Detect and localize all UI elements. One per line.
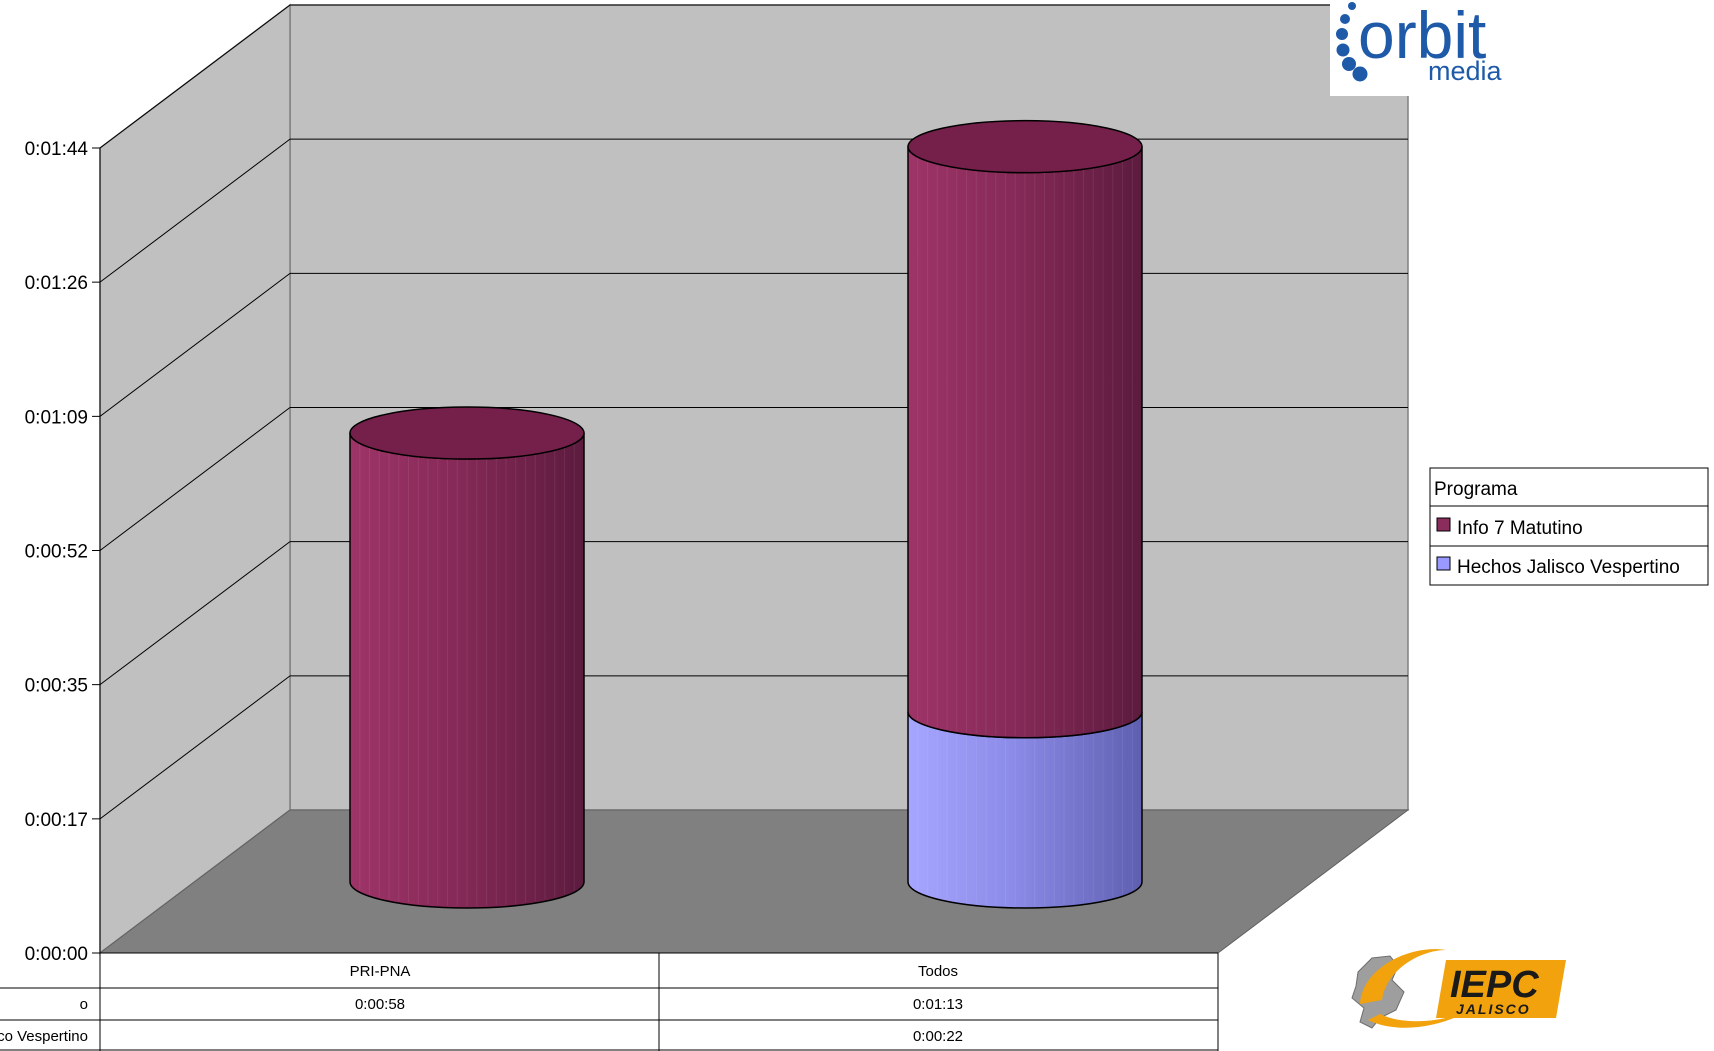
- orbit-logo-word: orbit: [1358, 0, 1486, 72]
- legend-label-info7: Info 7 Matutino: [1457, 518, 1583, 539]
- iepc-orbit-swoosh: [1360, 949, 1446, 1004]
- gridline-diagonal: [99, 272, 291, 417]
- legend-title: Programa: [1434, 479, 1518, 500]
- orbit-dot: [1340, 14, 1350, 24]
- bar-top-todos: [907, 119, 1143, 174]
- data-table: [0, 952, 1219, 1051]
- y-tick-label: 0:01:09: [25, 407, 88, 428]
- orbit-dot: [1352, 66, 1368, 82]
- legend: Programa Info 7 Matutino Hechos Jalisco …: [1429, 467, 1709, 586]
- orbit-dot: [1336, 43, 1350, 57]
- orbit-logo-bg: [1330, 0, 1538, 96]
- iepc-logo-sub: JALISCO: [1456, 1001, 1531, 1017]
- orbit-dot: [1336, 28, 1348, 40]
- legend-box: [1429, 467, 1709, 586]
- y-tick-label: 0:00:52: [25, 542, 88, 563]
- orbit-media-logo: orbit media: [1330, 0, 1538, 96]
- table-cell: 0:00:58: [355, 996, 405, 1013]
- orbit-dot: [1348, 2, 1356, 10]
- y-tick-label: 0:00:00: [25, 944, 88, 965]
- category-label: PRI-PNA: [350, 963, 411, 980]
- y-tick-label: 0:00:17: [25, 810, 88, 831]
- floor: [98, 809, 1410, 954]
- gridline-diagonal: [99, 138, 291, 283]
- legend-swatch-info7: [1436, 517, 1451, 532]
- iepc-badge: [1436, 960, 1566, 1018]
- bar-top-pri-pna: [349, 406, 585, 460]
- y-axis: 0:00:00 0:00:17 0:00:35 0:00:52 0:01:09 0:01:…: [25, 139, 101, 965]
- bars: [349, 119, 1143, 909]
- table-row-label: co Vespertino: [0, 1028, 88, 1045]
- gridline-diagonal: [99, 4, 291, 149]
- table-cell: 0:00:22: [913, 1028, 963, 1045]
- table-text: PRI-PNA Todos o 0:00:58 0:01:13 co Vespertino…: [0, 963, 963, 1045]
- orbit-dot: [1342, 57, 1356, 71]
- table-cell: 0:01:13: [913, 996, 963, 1013]
- gridline-diagonal: [99, 675, 291, 820]
- legend-swatch-hechos: [1436, 556, 1451, 571]
- gridline-diagonal: [99, 407, 291, 551]
- y-tick-label: 0:01:44: [25, 139, 89, 160]
- y-tick-label: 0:01:26: [25, 273, 88, 294]
- category-label: Todos: [918, 963, 958, 980]
- iepc-orbit-swoosh-lower: [1368, 1010, 1470, 1028]
- iepc-logo-word: IEPC: [1450, 964, 1539, 1006]
- legend-label-hechos: Hechos Jalisco Vespertino: [1457, 557, 1680, 578]
- y-tick-label: 0:00:35: [25, 676, 88, 697]
- gridline-diagonal: [99, 541, 291, 686]
- orbit-logo-sub: media: [1428, 56, 1503, 86]
- table-row-label: o: [80, 996, 88, 1013]
- iepc-jalisco-logo: IEPC JALISCO: [1351, 949, 1566, 1029]
